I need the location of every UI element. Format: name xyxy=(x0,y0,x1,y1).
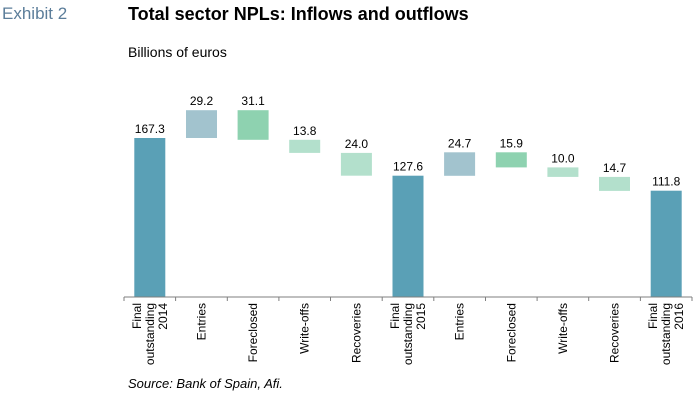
category-label-line: Write-offs xyxy=(556,303,570,354)
bar-9 xyxy=(547,167,579,177)
bar-1 xyxy=(134,138,166,297)
bar-3 xyxy=(237,110,269,140)
category-label-line: Recoveries xyxy=(349,303,363,363)
category-label-line: Entries xyxy=(195,303,209,340)
data-label-8: 15.9 xyxy=(500,136,524,150)
category-label-line: 2016 xyxy=(672,303,686,330)
category-label-line: Recoveries xyxy=(608,303,622,363)
category-label-line: Final xyxy=(130,303,144,329)
category-label-2: Entries xyxy=(195,303,209,340)
data-label-6: 127.6 xyxy=(393,160,423,174)
data-label-1: 167.3 xyxy=(135,122,165,136)
category-label-5: Recoveries xyxy=(349,303,363,363)
category-label-1: Final outstanding 2014 xyxy=(130,303,170,365)
bar-5 xyxy=(340,152,372,176)
data-label-2: 29.2 xyxy=(190,94,214,108)
category-label-3: Foreclosed xyxy=(246,303,260,362)
category-label-line: Foreclosed xyxy=(504,303,518,362)
category-label-9: Write-offs xyxy=(556,303,570,354)
category-label-line: Foreclosed xyxy=(246,303,260,362)
bar-7 xyxy=(444,152,476,176)
source-note: Source: Bank of Spain, Afi. xyxy=(128,376,283,391)
category-label-line: Final xyxy=(646,303,660,329)
data-label-9: 10.0 xyxy=(551,151,575,165)
bar-8 xyxy=(495,152,527,168)
bar-2 xyxy=(186,110,217,138)
bar-10 xyxy=(599,176,630,191)
exhibit-label: Exhibit 2 xyxy=(2,4,68,23)
category-label-6: Final outstanding 2015 xyxy=(388,303,428,365)
data-label-4: 13.8 xyxy=(293,124,317,138)
category-label-7: Entries xyxy=(453,303,467,340)
category-label-line: outstanding xyxy=(401,303,415,365)
bar-6 xyxy=(392,175,424,297)
category-label-4: Write-offs xyxy=(298,303,312,354)
data-label-11: 111.8 xyxy=(652,175,681,189)
category-label-line: outstanding xyxy=(143,303,157,365)
category-label-10: Recoveries xyxy=(608,303,622,363)
category-label-line: Entries xyxy=(453,303,467,340)
category-label-line: Write-offs xyxy=(298,303,312,354)
data-label-5: 24.0 xyxy=(345,137,369,151)
data-label-3: 31.1 xyxy=(241,94,265,108)
chart-title: Total sector NPLs: Inflows and outflows xyxy=(128,4,469,24)
data-label-10: 14.7 xyxy=(603,161,627,175)
category-label-line: Final xyxy=(388,303,402,329)
category-label-line: 2015 xyxy=(414,303,428,330)
category-label-8: Foreclosed xyxy=(504,303,518,362)
chart-subtitle: Billions of euros xyxy=(128,44,227,60)
category-label-line: outstanding xyxy=(659,303,673,365)
category-label-11: Final outstanding 2016 xyxy=(646,303,686,365)
category-label-line: 2014 xyxy=(156,303,170,330)
bar-4 xyxy=(289,139,321,153)
data-label-7: 24.7 xyxy=(448,136,472,150)
bar-11 xyxy=(650,190,682,297)
